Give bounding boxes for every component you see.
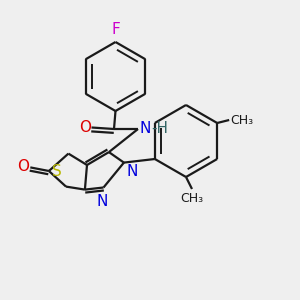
Text: N: N (96, 194, 108, 208)
Text: -H: -H (152, 122, 169, 136)
Text: O: O (79, 120, 91, 135)
Text: S: S (52, 164, 62, 179)
Text: CH₃: CH₃ (180, 192, 204, 205)
Text: CH₃: CH₃ (231, 113, 254, 127)
Text: N: N (140, 122, 151, 136)
Text: F: F (111, 22, 120, 38)
Text: O: O (17, 159, 29, 174)
Text: N: N (127, 164, 138, 179)
